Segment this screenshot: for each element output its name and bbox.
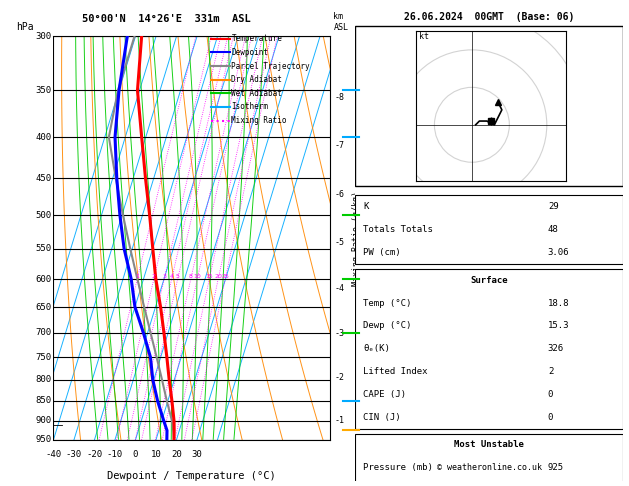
- Text: 2: 2: [152, 274, 156, 279]
- Text: -6: -6: [335, 190, 345, 199]
- Text: PW (cm): PW (cm): [364, 248, 401, 257]
- Text: 10: 10: [193, 274, 201, 279]
- Text: 4: 4: [170, 274, 174, 279]
- Text: Surface: Surface: [470, 276, 508, 285]
- Text: 20: 20: [214, 274, 222, 279]
- Text: 25: 25: [221, 274, 229, 279]
- Text: 15: 15: [206, 274, 213, 279]
- Text: 300: 300: [35, 32, 51, 41]
- Text: Mixing Ratio (g/kg): Mixing Ratio (g/kg): [352, 191, 362, 286]
- Text: -4: -4: [335, 284, 345, 293]
- Text: 26.06.2024  00GMT  (Base: 06): 26.06.2024 00GMT (Base: 06): [404, 12, 574, 22]
- Bar: [355, 26, 623, 186]
- Text: 950: 950: [35, 435, 51, 444]
- Text: 30: 30: [192, 450, 203, 459]
- Text: Wet Adiabat: Wet Adiabat: [231, 89, 282, 98]
- Text: Dewpoint: Dewpoint: [231, 48, 269, 57]
- Text: Temperature: Temperature: [231, 35, 282, 43]
- Text: 29: 29: [548, 202, 559, 211]
- Text: -30: -30: [66, 450, 82, 459]
- Text: 20: 20: [171, 450, 182, 459]
- Text: 1: 1: [135, 274, 139, 279]
- Text: -2: -2: [335, 373, 345, 382]
- Text: -8: -8: [335, 93, 345, 102]
- Text: 5: 5: [175, 274, 180, 279]
- Text: -20: -20: [86, 450, 103, 459]
- Text: LCL: LCL: [331, 420, 347, 429]
- Text: 0: 0: [548, 413, 554, 422]
- Text: Parcel Trajectory: Parcel Trajectory: [231, 62, 310, 70]
- Text: 8: 8: [189, 274, 192, 279]
- Text: 15.3: 15.3: [548, 321, 569, 330]
- Text: 450: 450: [35, 174, 51, 183]
- Text: hPa: hPa: [16, 21, 33, 32]
- Text: CAPE (J): CAPE (J): [364, 390, 406, 399]
- Text: -7: -7: [335, 141, 345, 150]
- Text: kt: kt: [420, 32, 430, 41]
- Text: 48: 48: [548, 225, 559, 234]
- Text: -5: -5: [335, 238, 345, 247]
- Text: θₑ(K): θₑ(K): [364, 344, 390, 353]
- Text: 50°00'N  14°26'E  331m  ASL: 50°00'N 14°26'E 331m ASL: [82, 14, 251, 24]
- Text: K: K: [364, 202, 369, 211]
- Text: 800: 800: [35, 375, 51, 384]
- Text: 850: 850: [35, 397, 51, 405]
- Text: Most Unstable: Most Unstable: [454, 440, 524, 450]
- Text: 600: 600: [35, 275, 51, 283]
- Text: 700: 700: [35, 329, 51, 337]
- Bar: [355, 195, 623, 264]
- Text: -10: -10: [107, 450, 123, 459]
- Text: 2: 2: [548, 367, 554, 376]
- Text: -40: -40: [45, 450, 62, 459]
- Text: -1: -1: [335, 416, 345, 425]
- Text: 0: 0: [133, 450, 138, 459]
- Text: 326: 326: [548, 344, 564, 353]
- Text: 500: 500: [35, 211, 51, 220]
- Text: -3: -3: [335, 329, 345, 338]
- Text: 925: 925: [548, 463, 564, 472]
- Text: © weatheronline.co.uk: © weatheronline.co.uk: [437, 463, 542, 471]
- Text: 750: 750: [35, 353, 51, 362]
- Text: 550: 550: [35, 244, 51, 253]
- Text: Isotherm: Isotherm: [231, 103, 269, 111]
- Text: Totals Totals: Totals Totals: [364, 225, 433, 234]
- Text: km
ASL: km ASL: [333, 12, 348, 32]
- Text: Dewpoint / Temperature (°C): Dewpoint / Temperature (°C): [108, 471, 276, 482]
- Text: 650: 650: [35, 302, 51, 312]
- Text: CIN (J): CIN (J): [364, 413, 401, 422]
- Bar: [355, 434, 623, 486]
- Text: Temp (°C): Temp (°C): [364, 298, 412, 308]
- Text: Pressure (mb): Pressure (mb): [364, 463, 433, 472]
- Text: 350: 350: [35, 86, 51, 95]
- Text: 400: 400: [35, 133, 51, 141]
- Text: 3: 3: [162, 274, 166, 279]
- Text: Lifted Index: Lifted Index: [364, 367, 428, 376]
- Text: Dry Adiabat: Dry Adiabat: [231, 75, 282, 84]
- Text: 0: 0: [548, 390, 554, 399]
- Text: 18.8: 18.8: [548, 298, 569, 308]
- Text: Dewp (°C): Dewp (°C): [364, 321, 412, 330]
- Text: 3.06: 3.06: [548, 248, 569, 257]
- Text: Mixing Ratio: Mixing Ratio: [231, 116, 287, 125]
- Text: 10: 10: [150, 450, 162, 459]
- Bar: [355, 269, 623, 429]
- Text: 900: 900: [35, 417, 51, 425]
